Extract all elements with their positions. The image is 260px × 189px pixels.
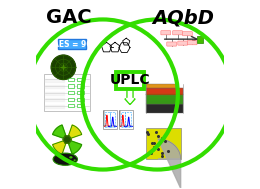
Bar xyxy=(146,128,181,159)
Bar xyxy=(68,104,75,107)
Polygon shape xyxy=(67,139,82,154)
Text: GAC: GAC xyxy=(46,8,92,27)
Bar xyxy=(146,104,184,113)
FancyBboxPatch shape xyxy=(173,31,183,35)
Text: UPLC: UPLC xyxy=(110,74,150,88)
Bar xyxy=(77,98,84,101)
Ellipse shape xyxy=(69,156,73,159)
Bar xyxy=(119,110,133,129)
Bar xyxy=(146,94,184,104)
FancyBboxPatch shape xyxy=(167,42,177,46)
Bar xyxy=(126,112,131,127)
Polygon shape xyxy=(53,139,67,154)
Bar xyxy=(68,91,75,94)
FancyBboxPatch shape xyxy=(183,32,192,36)
Bar xyxy=(44,74,90,111)
Bar xyxy=(77,104,84,107)
Bar xyxy=(68,78,75,81)
Circle shape xyxy=(51,55,76,80)
Bar xyxy=(109,112,115,127)
Bar xyxy=(68,98,75,101)
Bar xyxy=(103,110,118,129)
Polygon shape xyxy=(67,125,82,139)
FancyArrow shape xyxy=(125,89,135,105)
Bar xyxy=(121,112,126,127)
Polygon shape xyxy=(53,125,67,139)
FancyBboxPatch shape xyxy=(161,31,171,35)
Bar xyxy=(146,88,184,95)
FancyBboxPatch shape xyxy=(178,41,187,45)
Polygon shape xyxy=(158,139,181,188)
FancyBboxPatch shape xyxy=(58,39,86,49)
Bar xyxy=(68,84,75,88)
Circle shape xyxy=(82,19,232,170)
Bar xyxy=(197,36,203,43)
Text: AES = 96: AES = 96 xyxy=(53,40,92,49)
Bar xyxy=(146,84,176,88)
Ellipse shape xyxy=(53,153,77,165)
FancyArrow shape xyxy=(126,89,134,103)
Bar xyxy=(77,78,84,81)
Circle shape xyxy=(28,19,178,170)
Bar xyxy=(105,112,109,127)
Bar xyxy=(77,91,84,94)
Ellipse shape xyxy=(74,159,76,161)
FancyBboxPatch shape xyxy=(187,41,197,45)
FancyBboxPatch shape xyxy=(116,71,144,89)
Bar xyxy=(77,84,84,88)
Polygon shape xyxy=(63,136,71,143)
Text: AQbD: AQbD xyxy=(152,8,214,27)
